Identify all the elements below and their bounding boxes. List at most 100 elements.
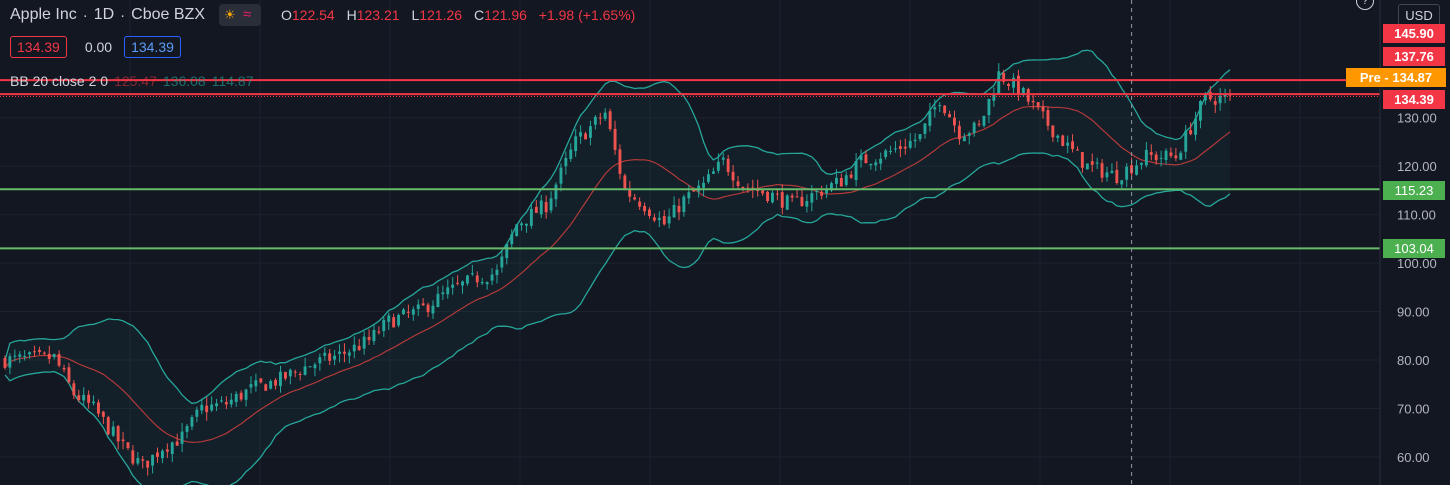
- candle: [731, 164, 735, 188]
- candle-body: [638, 201, 642, 207]
- candle-body: [402, 309, 405, 315]
- candle-body: [918, 134, 922, 140]
- candle: [1184, 124, 1188, 159]
- low-label: L: [411, 7, 420, 23]
- candle: [1007, 82, 1010, 91]
- candle: [200, 398, 204, 415]
- candle: [151, 454, 154, 474]
- bb-lower-value: 114.87: [211, 73, 254, 89]
- candle: [933, 99, 937, 118]
- premarket-price-tag: Pre - 134.87: [1346, 68, 1446, 87]
- candle: [8, 353, 12, 375]
- candle-body: [495, 269, 499, 276]
- candle: [1076, 146, 1079, 151]
- candle: [298, 371, 302, 381]
- bb-basis-line: [4, 105, 1231, 444]
- candle: [87, 390, 91, 409]
- bb-basis-value: 125.47: [114, 73, 157, 89]
- indicator-legend[interactable]: BB 20 close 2 0 125.47 136.08 114.87: [10, 73, 254, 89]
- candle-body: [702, 182, 705, 188]
- horizontal-lines[interactable]: [0, 0, 1380, 485]
- candle: [264, 383, 268, 391]
- candle-body: [116, 426, 120, 442]
- candle: [293, 369, 297, 378]
- candle: [1051, 125, 1055, 142]
- candle: [175, 433, 179, 446]
- interval-label[interactable]: 1D: [93, 6, 115, 23]
- candle: [884, 148, 888, 160]
- candle: [1071, 134, 1074, 153]
- candle: [913, 133, 917, 148]
- market-status-badge[interactable]: ☀ ≈: [218, 4, 261, 26]
- candle-body: [146, 460, 150, 468]
- candle: [141, 456, 145, 469]
- candle-body: [775, 193, 779, 195]
- candle: [284, 371, 287, 381]
- candle-body: [293, 371, 297, 373]
- candle-body: [77, 395, 81, 401]
- candle-body: [741, 187, 745, 189]
- candle: [638, 197, 642, 210]
- candle-body: [1115, 169, 1119, 183]
- candle-body: [367, 336, 371, 341]
- candle: [362, 331, 366, 355]
- open-label: O: [280, 7, 292, 23]
- y-tick-label: 60.00: [1397, 450, 1430, 465]
- candle-body: [82, 394, 86, 401]
- candle: [554, 182, 558, 208]
- candle: [249, 376, 253, 394]
- exchange-label[interactable]: Cboe BZX: [131, 6, 205, 23]
- indicator-name[interactable]: BB 20 close 2 0: [10, 73, 109, 89]
- buy-button[interactable]: 134.39: [124, 36, 181, 58]
- candle-body: [849, 174, 853, 178]
- waves-icon: ≈: [242, 6, 252, 23]
- candle-body: [42, 352, 46, 354]
- close-label: C: [473, 7, 485, 23]
- candle: [677, 198, 681, 221]
- candle: [598, 112, 602, 125]
- candle: [879, 152, 883, 171]
- candle-body: [397, 315, 400, 326]
- candle-body: [992, 93, 996, 101]
- candle: [1100, 159, 1104, 183]
- candle: [495, 264, 499, 284]
- candle: [101, 410, 105, 424]
- candle-body: [475, 275, 479, 283]
- candle-body: [766, 191, 769, 201]
- symbol-name[interactable]: Apple Inc: [10, 6, 77, 23]
- candle: [328, 348, 332, 366]
- candle-body: [288, 369, 292, 377]
- candle-body: [1090, 161, 1094, 165]
- candle-body: [505, 243, 509, 259]
- candle: [1174, 148, 1178, 162]
- candle-body: [957, 125, 961, 140]
- candle: [313, 362, 317, 377]
- candle: [1085, 163, 1089, 170]
- candle: [569, 143, 573, 162]
- candle: [815, 189, 819, 200]
- premarket-label: Pre: [1359, 70, 1381, 85]
- candle-body: [830, 183, 833, 191]
- candle-body: [953, 117, 956, 126]
- candle: [539, 194, 543, 219]
- candle-body: [938, 105, 942, 107]
- candle: [652, 213, 656, 223]
- candle-body: [1184, 130, 1188, 152]
- candle-body: [411, 309, 415, 315]
- candle-body: [121, 439, 125, 442]
- candle: [490, 268, 494, 286]
- candle: [195, 406, 199, 423]
- candle-body: [771, 192, 774, 203]
- candle-body: [795, 196, 799, 198]
- candle: [106, 415, 110, 436]
- candle: [943, 104, 947, 116]
- candle: [446, 279, 450, 299]
- candle: [347, 349, 351, 364]
- candle: [52, 353, 56, 360]
- candle-body: [657, 217, 661, 221]
- sell-button[interactable]: 134.39: [10, 36, 67, 58]
- candle-body: [874, 162, 878, 166]
- candle: [648, 207, 651, 219]
- candle-body: [67, 367, 71, 383]
- candle: [682, 194, 686, 217]
